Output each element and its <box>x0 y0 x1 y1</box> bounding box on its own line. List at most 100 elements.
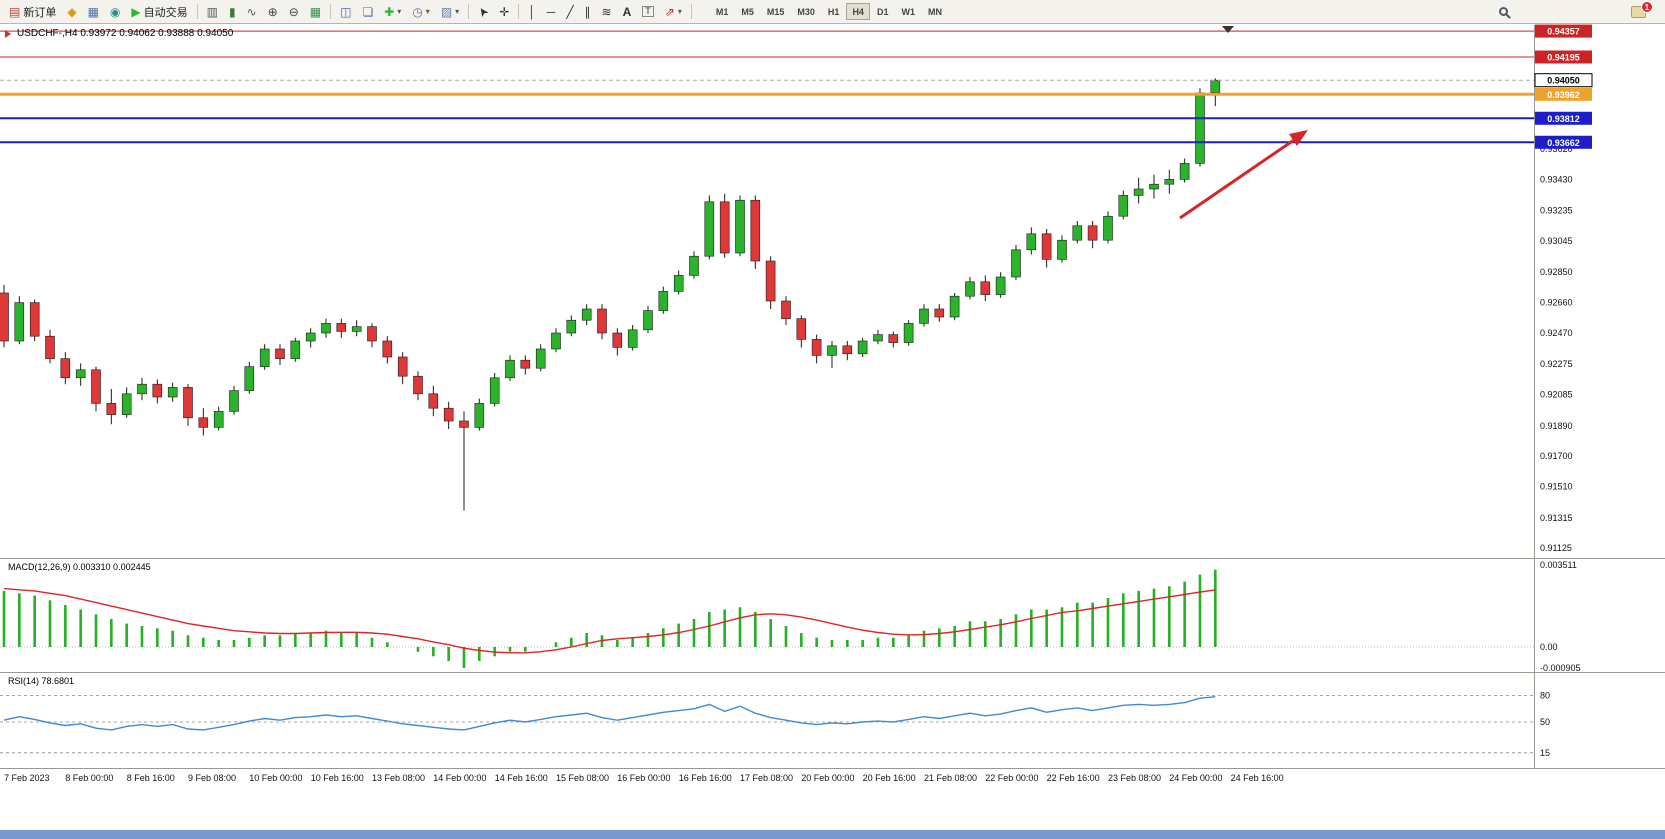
toolbar-separator <box>330 4 332 19</box>
candle-body <box>1195 92 1205 164</box>
tile-windows-button[interactable]: ▦ <box>305 2 326 22</box>
rsi-line <box>3 696 1216 731</box>
timeframe-m1[interactable]: M1 <box>710 3 735 20</box>
timeframe-m30[interactable]: M30 <box>791 3 821 20</box>
channel-tool-button[interactable]: ∥ <box>580 2 596 22</box>
horizontal-line-tool-button[interactable]: ─ <box>542 2 561 22</box>
candle-body <box>873 334 883 342</box>
toolbar-separator <box>690 4 692 19</box>
candle-body <box>75 369 86 379</box>
candle-body <box>965 281 975 297</box>
indicators-button[interactable]: ▨ ▾ <box>436 2 464 22</box>
date-axis-label: 22 Feb 00:00 <box>985 773 1038 783</box>
search-button[interactable] <box>1494 2 1513 22</box>
trend-arrow-head[interactable] <box>1289 130 1308 146</box>
price-axis-label: 0.93620 <box>1540 144 1573 154</box>
price-axis-label: 0.93045 <box>1540 236 1573 246</box>
candle-body <box>137 383 147 395</box>
candle-body <box>45 335 55 359</box>
price-axis-label: 0.92275 <box>1540 359 1573 369</box>
price-level-tag-label: 0.94357 <box>1547 27 1580 37</box>
new-order-button[interactable]: ▤ 新订单 <box>4 2 61 22</box>
candle-body <box>382 340 393 358</box>
main-toolbar: ▤ 新订单 ◆ ▦ ◉ ▶ 自动交易 ▥ ▮ ∿ ⊕ ⊖ ▦ ◫ ❏ ✚ ▾ ◷ <box>0 0 1665 24</box>
candle-body <box>213 411 224 428</box>
cursor-icon: ➤ <box>474 3 492 20</box>
timeframe-d1[interactable]: D1 <box>871 3 895 20</box>
vertical-line-tool-button[interactable]: │ <box>523 2 541 22</box>
candle-body <box>29 302 40 337</box>
crosshair-tool-button[interactable]: ✛ <box>494 2 514 22</box>
arrange-windows-icon: ◫ <box>340 4 352 19</box>
trend-arrow[interactable] <box>1179 138 1295 220</box>
date-axis-label: 21 Feb 08:00 <box>924 773 977 783</box>
market-watch-button[interactable]: ◆ <box>62 2 81 22</box>
one-click-trading-toggle[interactable] <box>5 30 11 38</box>
line-chart-button[interactable]: ∿ <box>242 2 262 22</box>
candle-body <box>1041 233 1052 260</box>
date-axis-label: 15 Feb 08:00 <box>556 773 609 783</box>
candle-body <box>551 332 561 350</box>
profiles-button[interactable]: ◷ ▾ <box>407 2 435 22</box>
zoom-in-icon: ⊕ <box>267 4 278 19</box>
candle-body <box>735 199 745 254</box>
price-level-tag <box>1535 111 1592 125</box>
data-window-button[interactable]: ▦ <box>83 2 104 22</box>
timeframe-m15[interactable]: M15 <box>761 3 791 20</box>
price-axis-label: 0.93430 <box>1540 174 1573 184</box>
timeframe-h4[interactable]: H4 <box>846 3 870 20</box>
cursor-tool-button[interactable]: ➤ <box>473 2 493 22</box>
arrange-windows-button[interactable]: ◫ <box>335 2 356 22</box>
date-axis-label: 9 Feb 08:00 <box>188 773 236 783</box>
shapes-tool-button[interactable]: ⇗ ▾ <box>660 2 687 22</box>
timeframe-h1[interactable]: H1 <box>822 3 846 20</box>
rsi-axis-label: 80 <box>1540 691 1550 701</box>
bar-chart-button[interactable]: ▥ <box>202 2 223 22</box>
autotrade-button[interactable]: ▶ 自动交易 <box>126 2 192 22</box>
price-axis-label: 0.93235 <box>1540 206 1573 216</box>
new-order-icon: ▤ <box>9 4 21 19</box>
timeframe-m5[interactable]: M5 <box>735 3 760 20</box>
rsi-axis-label: 15 <box>1540 748 1550 758</box>
candle-body <box>229 390 239 412</box>
fibonacci-tool-button[interactable]: ≋ <box>597 2 617 22</box>
zoom-in-button[interactable]: ⊕ <box>263 2 283 22</box>
price-axis-label: 0.91700 <box>1540 451 1573 461</box>
chart-shift-marker[interactable] <box>1222 26 1234 33</box>
candle-body <box>643 310 653 331</box>
timeframe-mn[interactable]: MN <box>922 3 948 20</box>
candle-body <box>535 348 546 369</box>
zoom-out-button[interactable]: ⊖ <box>284 2 304 22</box>
candle-body <box>765 260 776 302</box>
timeframe-w1[interactable]: W1 <box>895 3 921 20</box>
rsi-indicator-label: RSI(14) 78.6801 <box>8 676 75 686</box>
symbol-info: USDCHF-,H4 0.93972 0.94062 0.93888 0.940… <box>17 28 234 39</box>
candle-body <box>827 345 837 356</box>
notifications-button[interactable]: 1 <box>1626 0 1661 22</box>
cascade-windows-icon: ❏ <box>362 4 374 19</box>
date-axis-label: 24 Feb 00:00 <box>1169 773 1222 783</box>
line-chart-icon: ∿ <box>246 4 257 19</box>
rsi-axis-label: 50 <box>1540 717 1550 727</box>
candle-chart-button[interactable]: ▮ <box>224 2 241 22</box>
cascade-windows-button[interactable]: ❏ <box>357 2 378 22</box>
date-axis-label: 14 Feb 16:00 <box>495 773 548 783</box>
crosshair-icon: ✛ <box>499 4 510 19</box>
price-axis-label: 0.91510 <box>1540 482 1573 492</box>
label-tool-button[interactable]: T <box>637 2 659 22</box>
navigator-button[interactable]: ◉ <box>105 2 125 22</box>
vertical-line-icon: │ <box>528 4 536 19</box>
text-tool-button[interactable]: A <box>618 2 637 22</box>
date-axis-label: 24 Feb 16:00 <box>1231 773 1284 783</box>
date-axis-label: 7 Feb 2023 <box>4 773 50 783</box>
new-chart-button[interactable]: ✚ ▾ <box>379 2 406 22</box>
candle-body <box>1103 215 1113 241</box>
candle-body <box>351 326 362 332</box>
candle-body <box>919 308 929 324</box>
trendline-tool-button[interactable]: ╱ <box>561 2 578 22</box>
fibonacci-icon: ≋ <box>601 4 612 19</box>
candle-body <box>275 348 285 359</box>
candle-body <box>520 359 531 369</box>
price-axis-label: 0.91315 <box>1540 513 1573 523</box>
